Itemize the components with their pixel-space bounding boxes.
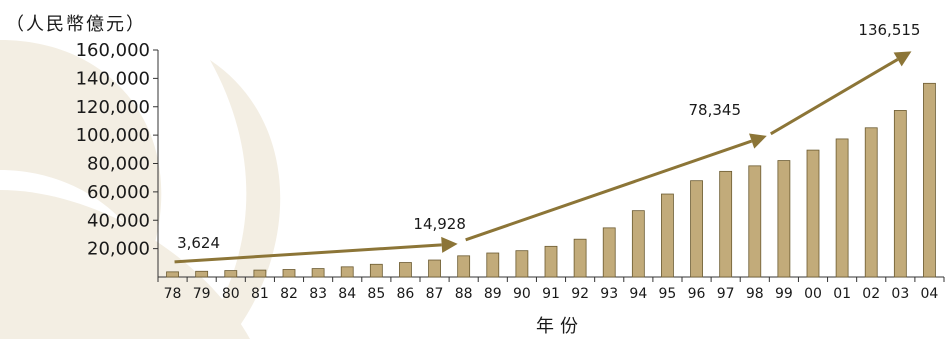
y-tick-label: 160,000 <box>76 40 150 61</box>
x-tick-label: 91 <box>542 286 560 302</box>
x-tick-label: 02 <box>862 286 880 302</box>
labels: 20,000 40,000 60,000 80,000 100,000 120,000 14… <box>76 21 939 302</box>
y-tick-label: 120,000 <box>76 97 150 118</box>
x-tick-label: 92 <box>571 286 589 302</box>
bar <box>515 250 529 278</box>
trend-arrow-line <box>465 139 753 242</box>
watermark-logo <box>0 40 281 339</box>
watermark-shape <box>0 190 250 339</box>
y-tick-label: 100,000 <box>76 125 150 146</box>
bar <box>311 268 325 278</box>
trend-arrow-head <box>749 133 767 149</box>
x-tick-label: 99 <box>775 286 793 302</box>
x-tick-label: 82 <box>280 286 298 302</box>
bar <box>690 180 703 278</box>
bar <box>369 263 383 278</box>
bar <box>923 82 936 278</box>
y-tick-label: 40,000 <box>87 210 150 231</box>
x-tick-label: 78 <box>164 286 182 302</box>
bar <box>631 210 645 278</box>
x-tick-label: 98 <box>746 286 764 302</box>
bar <box>661 193 674 278</box>
bar <box>806 149 820 278</box>
trend-arrow-line <box>770 58 899 136</box>
trend-arrow-head <box>893 51 912 67</box>
x-tick-label: 04 <box>921 286 939 302</box>
bar <box>428 259 441 278</box>
data-annotation-label: 14,928 <box>413 215 466 233</box>
bars <box>166 82 936 278</box>
x-tick-label: 88 <box>455 286 473 302</box>
x-tick-label: 03 <box>891 286 909 302</box>
x-tick-label: 81 <box>251 286 269 302</box>
x-tick-label: 96 <box>688 286 706 302</box>
x-tick-label: 94 <box>629 286 647 302</box>
x-tick-label: 95 <box>659 286 677 302</box>
x-tick-label: 86 <box>397 286 415 302</box>
data-annotation-label: 3,624 <box>177 234 220 252</box>
data-annotation-label: 78,345 <box>689 101 742 119</box>
bar <box>224 270 238 278</box>
x-tick-label: 87 <box>426 286 444 302</box>
y-tick-label: 20,000 <box>87 239 150 260</box>
x-tick-label: 93 <box>600 286 618 302</box>
trend-arrows <box>174 51 912 264</box>
x-tick-label: 01 <box>833 286 851 302</box>
bar <box>399 262 412 278</box>
bar <box>719 170 733 278</box>
x-tick-label: 00 <box>804 286 822 302</box>
bar <box>195 270 209 278</box>
watermark-shape <box>0 40 162 260</box>
bar <box>340 266 354 278</box>
bar <box>457 255 471 278</box>
bar <box>864 127 878 278</box>
trend-arrow-line <box>174 243 442 264</box>
x-tick-label: 97 <box>717 286 735 302</box>
bar <box>282 269 296 278</box>
bar <box>486 252 500 278</box>
x-tick-label: 90 <box>513 286 531 302</box>
x-tick-label: 80 <box>222 286 240 302</box>
y-unit-label: （人民幣億元） <box>6 14 146 35</box>
y-tick-label: 60,000 <box>87 182 150 203</box>
x-tick-label: 84 <box>338 286 356 302</box>
x-tick-label: 83 <box>309 286 327 302</box>
bar <box>893 110 907 278</box>
x-tick-label: 79 <box>193 286 211 302</box>
bar <box>253 269 267 278</box>
bar <box>835 138 849 278</box>
x-tick-label: 89 <box>484 286 502 302</box>
bar <box>166 271 179 278</box>
y-tick-label: 80,000 <box>87 154 150 175</box>
bar <box>748 165 762 278</box>
bar <box>573 238 587 278</box>
x-tick-label: 85 <box>367 286 385 302</box>
y-tick-label: 140,000 <box>76 68 150 89</box>
bar <box>602 227 616 278</box>
trend-arrow-head <box>441 236 458 253</box>
bar <box>777 160 791 278</box>
bar <box>544 245 558 278</box>
x-axis-title: 年份 <box>536 316 584 337</box>
watermark-shape <box>200 60 281 339</box>
data-annotation-label: 136,515 <box>858 21 920 39</box>
